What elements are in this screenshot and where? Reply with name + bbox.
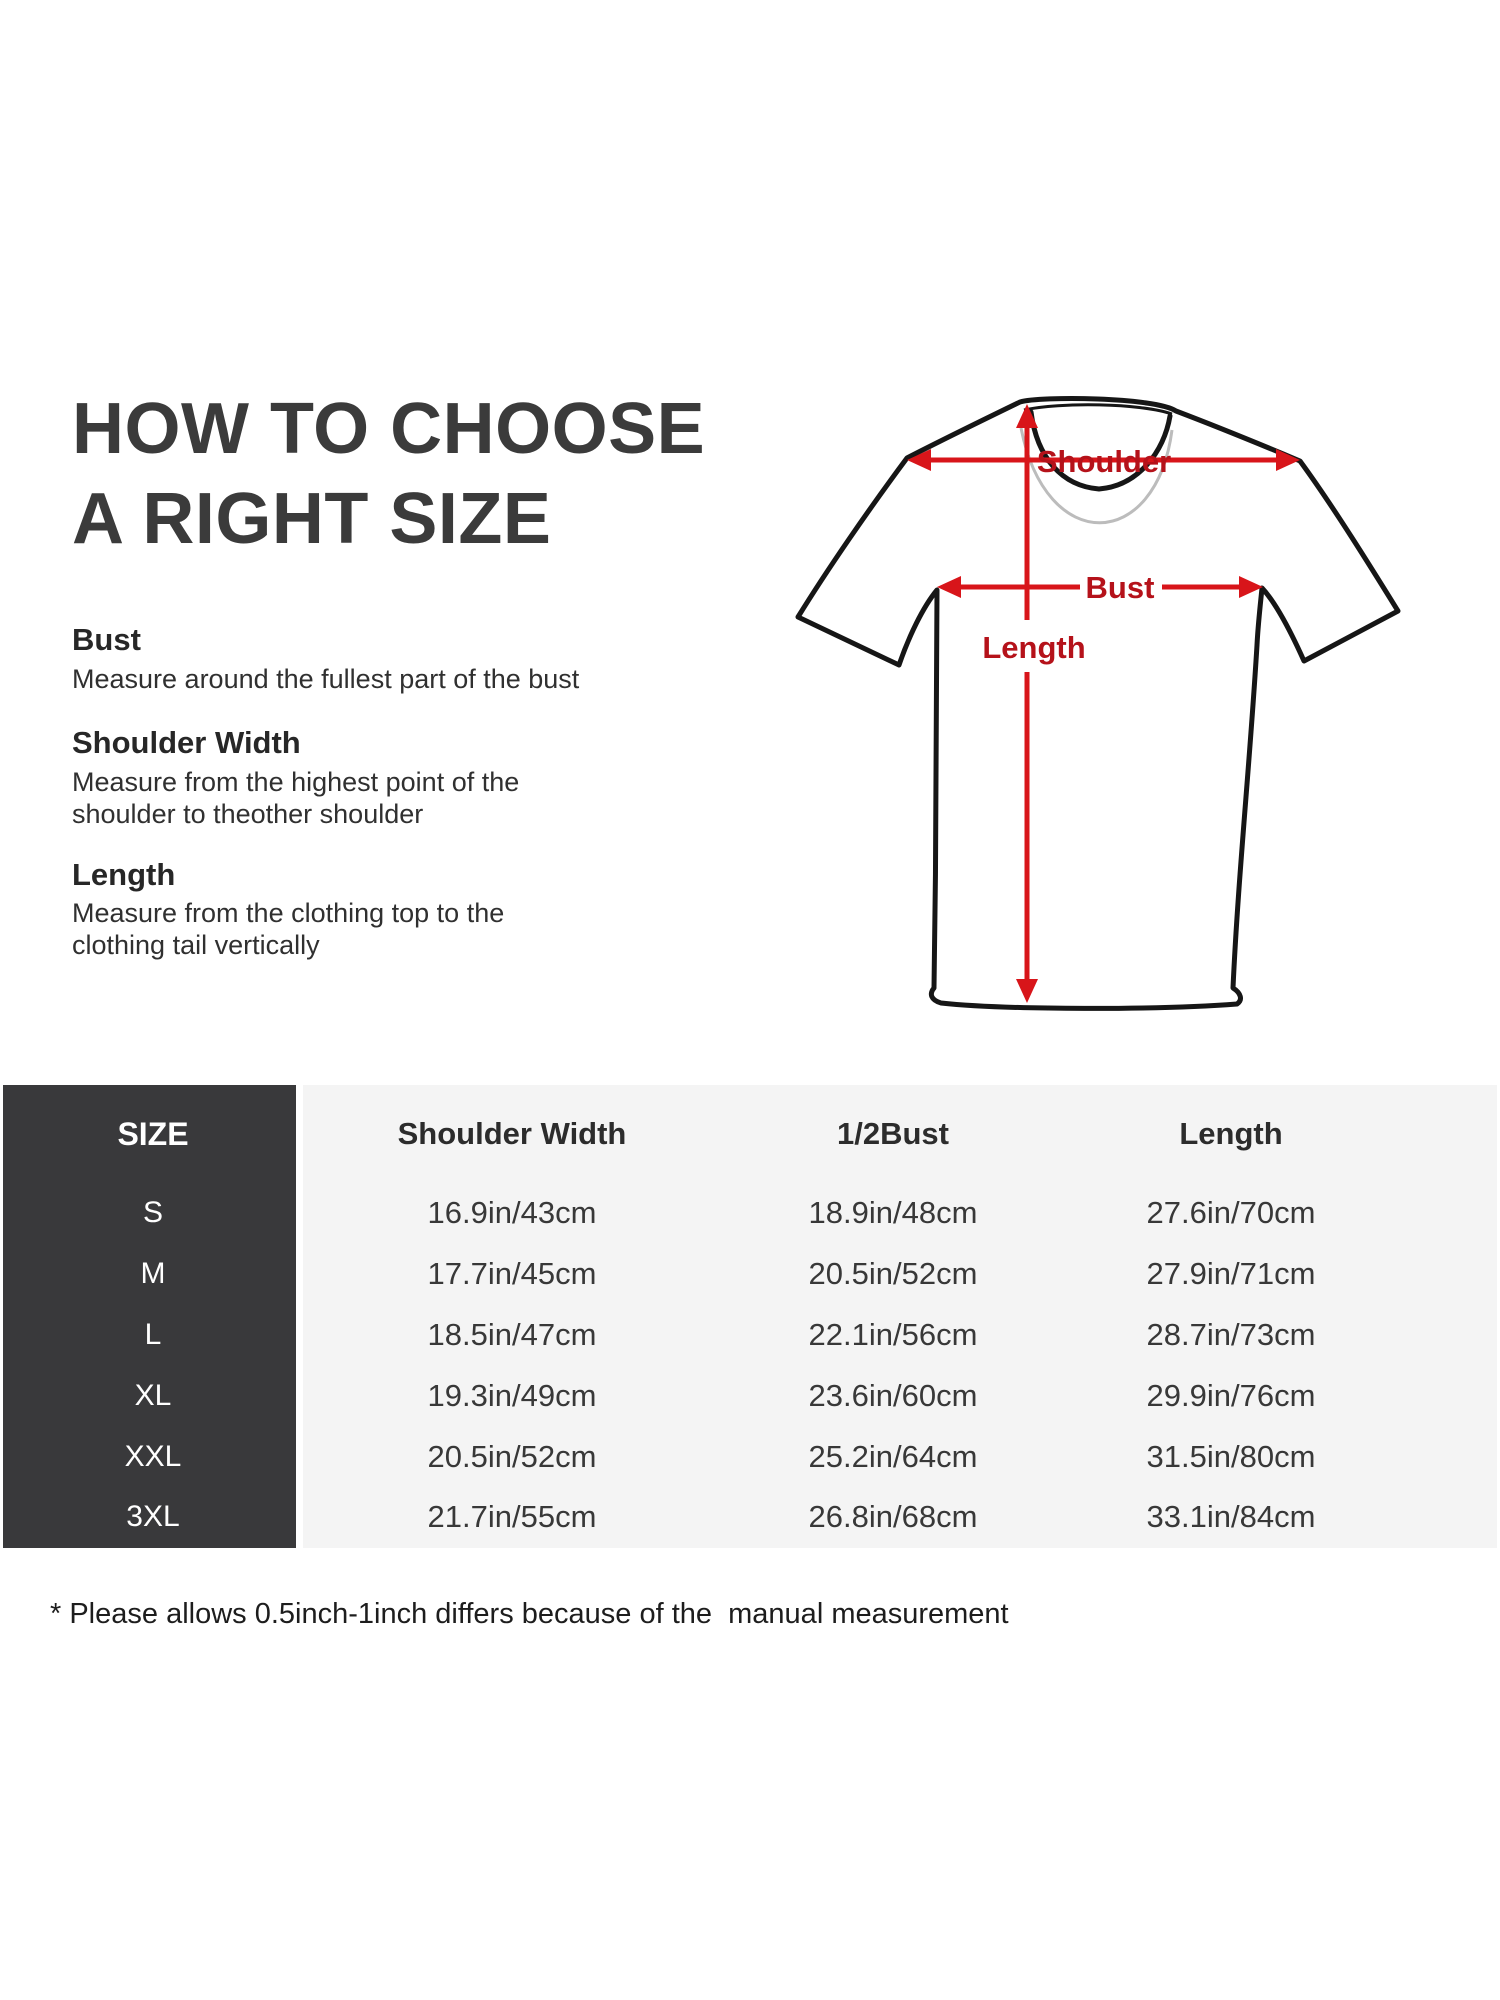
bust-arrowhead-right — [1239, 576, 1263, 598]
tshirt-outline — [795, 396, 1401, 1011]
bust-arrow-label: Bust — [1086, 570, 1155, 605]
row-spacer — [1397, 1244, 1497, 1305]
collar-shadow — [1019, 427, 1174, 525]
shoulder-width-value: 20.5in/52cm — [427, 1438, 597, 1474]
page-title: HOW TO CHOOSE A RIGHT SIZE — [72, 384, 705, 564]
shoulder-arrowhead-left — [907, 449, 931, 471]
column-header-half-bust: 1/2Bust — [837, 1116, 949, 1151]
length-section-text: Measure from the clothing top to the clo… — [72, 898, 505, 960]
length-arrow-label: Length — [982, 630, 1085, 665]
row-spacer — [1397, 1183, 1497, 1244]
size-table: SIZE Shoulder Width 1/2Bust Length S 16.… — [3, 1085, 1497, 1548]
length-arrowhead-top — [1016, 404, 1038, 428]
size-column-background — [3, 1085, 296, 1548]
half-bust-value: 25.2in/64cm — [808, 1438, 978, 1474]
table-panel-background — [303, 1085, 1497, 1548]
shoulder-width-value: 21.7in/55cm — [427, 1499, 597, 1535]
size-label: M — [140, 1257, 166, 1291]
shoulder-width-value: 19.3in/49cm — [427, 1377, 597, 1413]
half-bust-value: 18.9in/48cm — [808, 1195, 978, 1231]
collar-opening — [1028, 409, 1173, 492]
row-spacer — [1397, 1487, 1497, 1548]
length-arrowhead-bottom — [1016, 979, 1038, 1003]
tshirt-measure-diagram: Shoulder Bust Length — [795, 396, 1401, 1011]
row-spacer — [1397, 1426, 1497, 1487]
shoulder-arrowhead-right — [1276, 449, 1300, 471]
size-table-grid: SIZE Shoulder Width 1/2Bust Length S 16.… — [3, 1085, 1497, 1548]
shoulder-width-value: 17.7in/45cm — [427, 1256, 597, 1292]
shoulder-width-value: 18.5in/47cm — [427, 1316, 597, 1352]
size-label: 3XL — [126, 1500, 180, 1534]
length-section-heading: Length — [72, 857, 176, 892]
length-value: 31.5in/80cm — [1146, 1438, 1316, 1474]
header-spacer — [1397, 1085, 1497, 1183]
measurement-disclaimer: * Please allows 0.5inch-1inch differs be… — [50, 1598, 1009, 1630]
shoulder-width-section-heading: Shoulder Width — [72, 725, 301, 760]
column-header-length: Length — [1179, 1116, 1283, 1151]
half-bust-value: 26.8in/68cm — [808, 1499, 978, 1535]
length-value: 27.6in/70cm — [1146, 1195, 1316, 1231]
shoulder-arrow-label: Shoulder — [1037, 444, 1171, 479]
size-label: S — [142, 1196, 163, 1230]
bust-section-text: Measure around the fullest part of the b… — [72, 664, 580, 694]
bust-arrowhead-left — [937, 576, 961, 598]
column-header-shoulder-width: Shoulder Width — [397, 1116, 627, 1151]
size-label: XXL — [124, 1439, 182, 1473]
half-bust-value: 23.6in/60cm — [808, 1377, 978, 1413]
size-label: XL — [134, 1378, 172, 1412]
length-value: 29.9in/76cm — [1146, 1377, 1316, 1413]
shoulder-width-section-text: Measure from the highest point of the sh… — [72, 767, 520, 829]
half-bust-value: 22.1in/56cm — [808, 1316, 978, 1352]
length-value: 28.7in/73cm — [1146, 1316, 1316, 1352]
length-value: 33.1in/84cm — [1146, 1499, 1316, 1535]
page-title-line1: HOW TO CHOOSE — [72, 389, 706, 469]
row-spacer — [1397, 1365, 1497, 1426]
collar-band-line — [1023, 403, 1173, 416]
half-bust-value: 20.5in/52cm — [808, 1256, 978, 1292]
shoulder-width-value: 16.9in/43cm — [427, 1195, 597, 1231]
length-value: 27.9in/71cm — [1146, 1256, 1316, 1292]
row-spacer — [1397, 1305, 1497, 1366]
size-label: L — [144, 1317, 162, 1351]
column-header-size: SIZE — [117, 1115, 189, 1152]
page-title-line2: A RIGHT SIZE — [72, 479, 552, 559]
bust-section-heading: Bust — [72, 622, 141, 657]
